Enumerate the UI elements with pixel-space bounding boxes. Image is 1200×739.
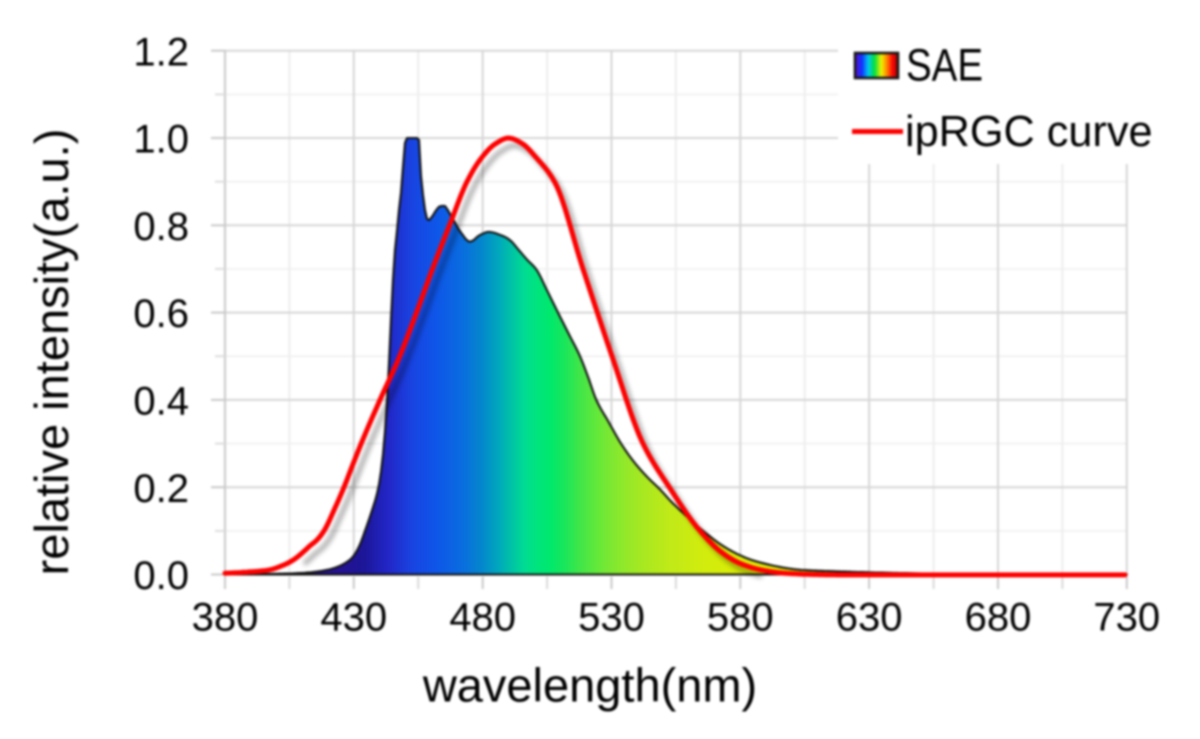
svg-text:1.0: 1.0 <box>133 118 189 162</box>
svg-text:0.2: 0.2 <box>133 467 189 511</box>
svg-text:680: 680 <box>965 596 1032 640</box>
svg-text:730: 730 <box>1093 596 1160 640</box>
svg-text:wavelength(nm): wavelength(nm) <box>422 659 757 712</box>
svg-text:1.2: 1.2 <box>133 30 189 74</box>
svg-text:relative intensity(a.u.): relative intensity(a.u.) <box>25 129 78 576</box>
svg-text:480: 480 <box>449 596 516 640</box>
svg-text:530: 530 <box>578 596 645 640</box>
svg-text:0.8: 0.8 <box>133 205 189 249</box>
svg-text:0.6: 0.6 <box>133 292 189 336</box>
svg-text:ipRGC curve: ipRGC curve <box>905 108 1153 156</box>
svg-text:630: 630 <box>836 596 903 640</box>
svg-text:0.0: 0.0 <box>133 554 189 598</box>
svg-text:0.4: 0.4 <box>133 380 189 424</box>
svg-text:580: 580 <box>707 596 774 640</box>
svg-text:SAE: SAE <box>906 40 983 91</box>
svg-text:380: 380 <box>192 596 259 640</box>
svg-text:430: 430 <box>320 596 387 640</box>
